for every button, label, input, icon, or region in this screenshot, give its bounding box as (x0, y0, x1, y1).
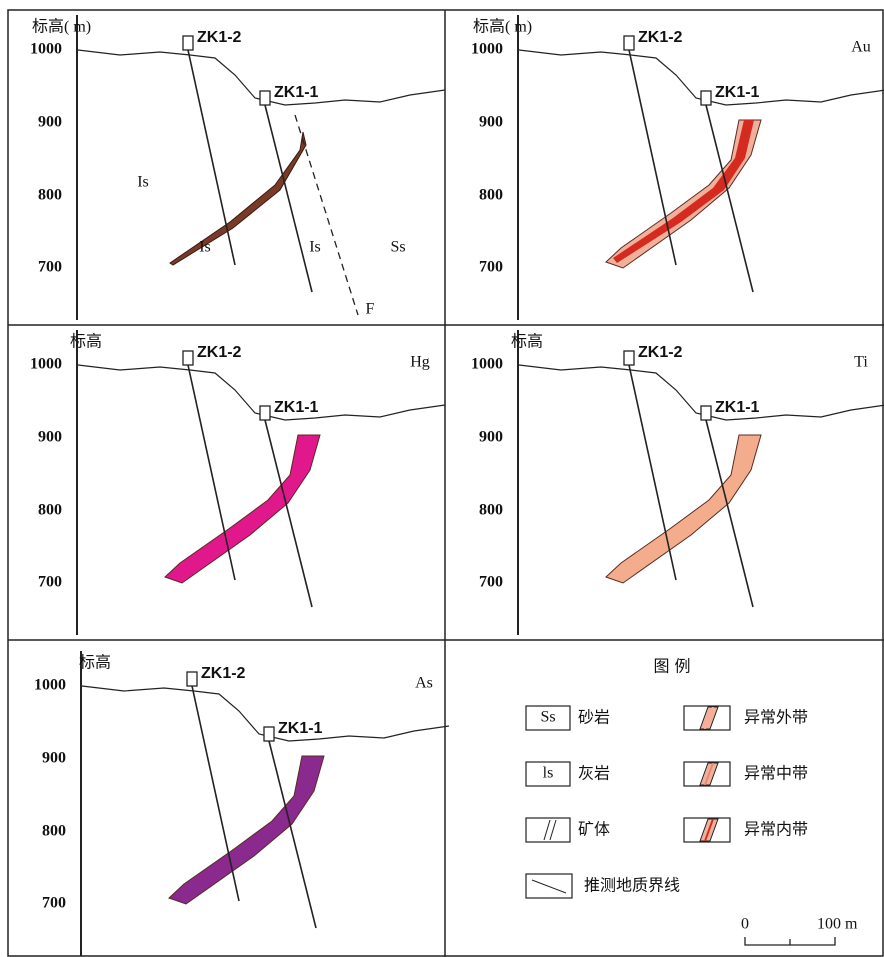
element-label: As (415, 675, 433, 692)
anomaly-outer-zone (169, 756, 324, 904)
drill-label: ZK1-1 (715, 84, 760, 101)
tick-label: 1000 (471, 41, 503, 58)
tick-label: 800 (42, 823, 66, 840)
drill-rig (183, 351, 193, 365)
tick-label: 700 (42, 895, 66, 912)
rock-label: Ss (390, 239, 405, 256)
drill-rig (624, 36, 634, 50)
drill-label: ZK1-1 (274, 84, 319, 101)
rock-label: F (366, 301, 375, 318)
anomaly-outer-zone (606, 120, 761, 268)
scale-start: 0 (741, 916, 749, 933)
legend-label: 砂岩 (578, 708, 610, 727)
drill-label: ZK1-2 (638, 344, 683, 361)
legend-label: 异常内带 (744, 820, 808, 839)
drill-label: ZK1-2 (638, 29, 683, 46)
drill-label: ZK1-2 (197, 29, 242, 46)
drill-label: ZK1-2 (197, 344, 242, 361)
drill-rig (187, 672, 197, 686)
axis-label: 标高 (511, 333, 543, 351)
legend-symbol: Ss (540, 709, 555, 726)
tick-label: 1000 (30, 356, 62, 373)
rock-label: Is (137, 174, 149, 191)
panel: 标高 1000 900 800 700 Hg ZK1-2 ZK1-1 (30, 330, 445, 635)
legend-label: 灰岩 (578, 764, 610, 783)
tick-label: 900 (42, 750, 66, 767)
anomaly-outer-zone (606, 435, 761, 583)
tick-label: 700 (479, 574, 503, 591)
tick-label: 1000 (471, 356, 503, 373)
drill-rig (701, 91, 711, 105)
rock-label: Is (309, 239, 321, 256)
legend-box (526, 818, 570, 842)
tick-label: 1000 (34, 677, 66, 694)
drill-label: ZK1-2 (201, 665, 246, 682)
legend-label: 异常中带 (744, 764, 808, 783)
element-label: Au (851, 39, 871, 56)
tick-label: 700 (38, 259, 62, 276)
panel: 标高 1000 900 800 700 Ti ZK1-2 ZK1-1 (471, 330, 884, 635)
figure: 标高( m)1000900800700ZK1-2ZK1-1IsIsIsSsF标高… (0, 0, 884, 957)
tick-label: 900 (479, 429, 503, 446)
element-label: Ti (854, 354, 868, 371)
legend-label: 矿体 (578, 820, 610, 839)
drill-label: ZK1-1 (278, 720, 323, 737)
legend-label: 异常外带 (744, 708, 808, 727)
ore-body (170, 132, 306, 265)
tick-label: 800 (479, 502, 503, 519)
axis-label: 标高( m) (32, 18, 91, 36)
rock-label: Is (199, 239, 211, 256)
legend-symbol: ls (543, 765, 554, 782)
axis-label: 标高 (79, 654, 111, 672)
tick-label: 800 (479, 187, 503, 204)
axis-label: 标高 (70, 333, 102, 351)
drill-rig (260, 91, 270, 105)
drill-label: ZK1-1 (274, 399, 319, 416)
tick-label: 1000 (30, 41, 62, 58)
drill-rig (701, 406, 711, 420)
drill-rig (264, 727, 274, 741)
drill-hole (188, 50, 235, 265)
tick-label: 900 (38, 114, 62, 131)
legend-label: 推测地质界线 (584, 876, 680, 895)
element-label: Hg (410, 354, 430, 371)
tick-label: 800 (38, 187, 62, 204)
drill-rig (260, 406, 270, 420)
legend-title: 图 例 (653, 657, 690, 676)
tick-label: 700 (38, 574, 62, 591)
drill-rig (183, 36, 193, 50)
anomaly-outer-zone (165, 435, 320, 583)
drill-hole (265, 105, 312, 292)
drill-rig (624, 351, 634, 365)
tick-label: 900 (38, 429, 62, 446)
tick-label: 700 (479, 259, 503, 276)
scale-end: 100 m (817, 916, 858, 933)
tick-label: 800 (38, 502, 62, 519)
drill-label: ZK1-1 (715, 399, 760, 416)
axis-label: 标高( m) (473, 18, 532, 36)
tick-label: 900 (479, 114, 503, 131)
panel: 标高( m) 1000 900 800 700 Au ZK1-2 ZK1-1 (471, 15, 884, 320)
panel: 标高( m) 1000 900 800 700 ZK1-2 ZK1-1 Is Is Is Ss F (30, 15, 445, 320)
panel: 标高 1000 900 800 700 As ZK1-2 ZK1-1 (34, 651, 449, 956)
